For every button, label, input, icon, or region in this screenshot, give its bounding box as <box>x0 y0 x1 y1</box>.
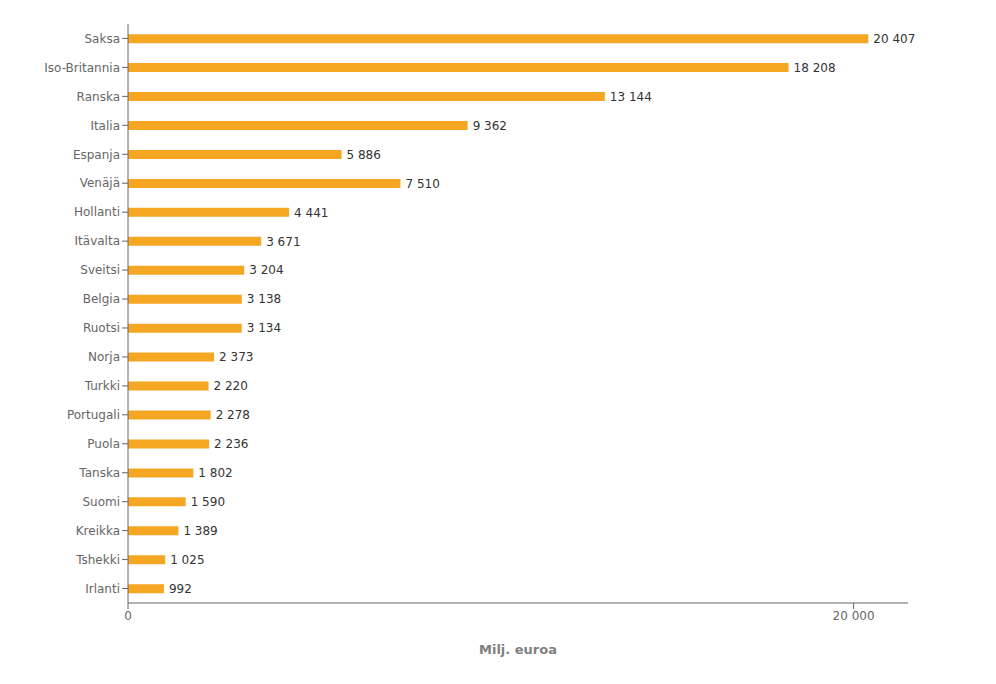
svg-text:Irlanti: Irlanti <box>85 582 120 596</box>
svg-text:3 204: 3 204 <box>249 263 283 277</box>
svg-text:Iso-Britannia: Iso-Britannia <box>44 61 120 75</box>
svg-text:1 590: 1 590 <box>191 495 225 509</box>
svg-text:Puola: Puola <box>87 437 120 451</box>
svg-text:1 802: 1 802 <box>198 466 232 480</box>
svg-text:Belgia: Belgia <box>83 292 120 306</box>
svg-text:1 389: 1 389 <box>183 524 217 538</box>
svg-text:5 886: 5 886 <box>347 148 381 162</box>
svg-text:Sveitsi: Sveitsi <box>80 263 120 277</box>
svg-text:0: 0 <box>124 609 132 623</box>
svg-text:Ranska: Ranska <box>77 90 120 104</box>
svg-text:18 208: 18 208 <box>794 61 836 75</box>
svg-text:20 407: 20 407 <box>873 32 915 46</box>
svg-text:2 236: 2 236 <box>214 437 248 451</box>
svg-text:Norja: Norja <box>88 350 120 364</box>
svg-text:Ruotsi: Ruotsi <box>83 321 120 335</box>
svg-text:Hollanti: Hollanti <box>74 205 120 219</box>
svg-text:Tanska: Tanska <box>78 466 120 480</box>
svg-text:Itävalta: Itävalta <box>75 234 120 248</box>
svg-text:20 000: 20 000 <box>833 609 875 623</box>
svg-text:Suomi: Suomi <box>82 495 120 509</box>
svg-text:Saksa: Saksa <box>84 32 120 46</box>
svg-text:Turkki: Turkki <box>84 379 120 393</box>
svg-text:Milj. euroa: Milj. euroa <box>479 642 557 657</box>
svg-text:Portugali: Portugali <box>67 408 120 422</box>
svg-text:2 278: 2 278 <box>216 408 250 422</box>
svg-text:Kreikka: Kreikka <box>76 524 120 538</box>
svg-text:3 138: 3 138 <box>247 292 281 306</box>
svg-text:Tshekki: Tshekki <box>75 553 120 567</box>
svg-text:Venäjä: Venäjä <box>80 176 120 190</box>
svg-text:2 220: 2 220 <box>214 379 248 393</box>
svg-text:1 025: 1 025 <box>170 553 204 567</box>
svg-text:992: 992 <box>169 582 192 596</box>
svg-text:Italia: Italia <box>90 119 120 133</box>
svg-text:3 134: 3 134 <box>247 321 281 335</box>
svg-text:7 510: 7 510 <box>405 177 439 191</box>
svg-text:Espanja: Espanja <box>73 148 120 162</box>
svg-text:4 441: 4 441 <box>294 206 328 220</box>
svg-text:13 144: 13 144 <box>610 90 652 104</box>
svg-text:3 671: 3 671 <box>266 235 300 249</box>
svg-text:2 373: 2 373 <box>219 350 253 364</box>
svg-text:9 362: 9 362 <box>473 119 507 133</box>
